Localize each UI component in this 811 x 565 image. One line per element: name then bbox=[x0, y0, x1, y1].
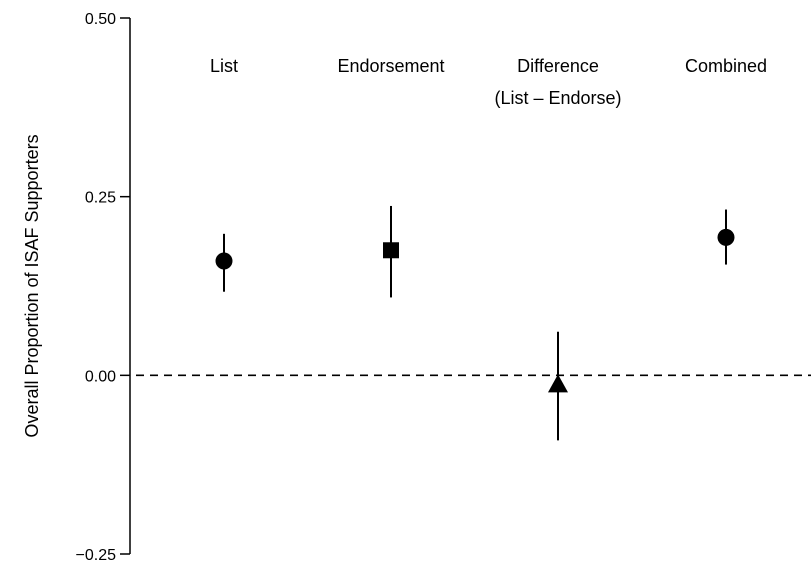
y-tick-label: −0.25 bbox=[76, 547, 117, 564]
point-marker-circle bbox=[215, 252, 233, 270]
category-label: Endorsement bbox=[337, 56, 444, 76]
point-marker-square bbox=[383, 242, 399, 259]
y-axis-label: Overall Proportion of ISAF Supporters bbox=[22, 134, 42, 437]
y-axis-ticks: −0.25 0.00 0.25 0.50 bbox=[76, 11, 130, 564]
category-label: List bbox=[210, 56, 238, 76]
y-tick-label: 0.00 bbox=[85, 368, 116, 385]
category-label: Difference bbox=[517, 56, 599, 76]
category-sublabel: (List – Endorse) bbox=[494, 88, 621, 108]
point-group-endorsement: Endorsement bbox=[337, 56, 445, 298]
y-tick-label: 0.25 bbox=[85, 190, 116, 207]
point-marker-triangle bbox=[548, 374, 568, 393]
category-label: Combined bbox=[685, 56, 767, 76]
chart-marks: List Endorsement Difference (List – Endorse… bbox=[210, 56, 767, 441]
point-group-combined: Combined bbox=[685, 56, 767, 265]
y-tick-label: 0.50 bbox=[85, 11, 116, 28]
point-group-list: List bbox=[210, 56, 238, 292]
point-group-difference: Difference (List – Endorse) bbox=[494, 56, 622, 441]
point-marker-circle bbox=[717, 228, 735, 246]
